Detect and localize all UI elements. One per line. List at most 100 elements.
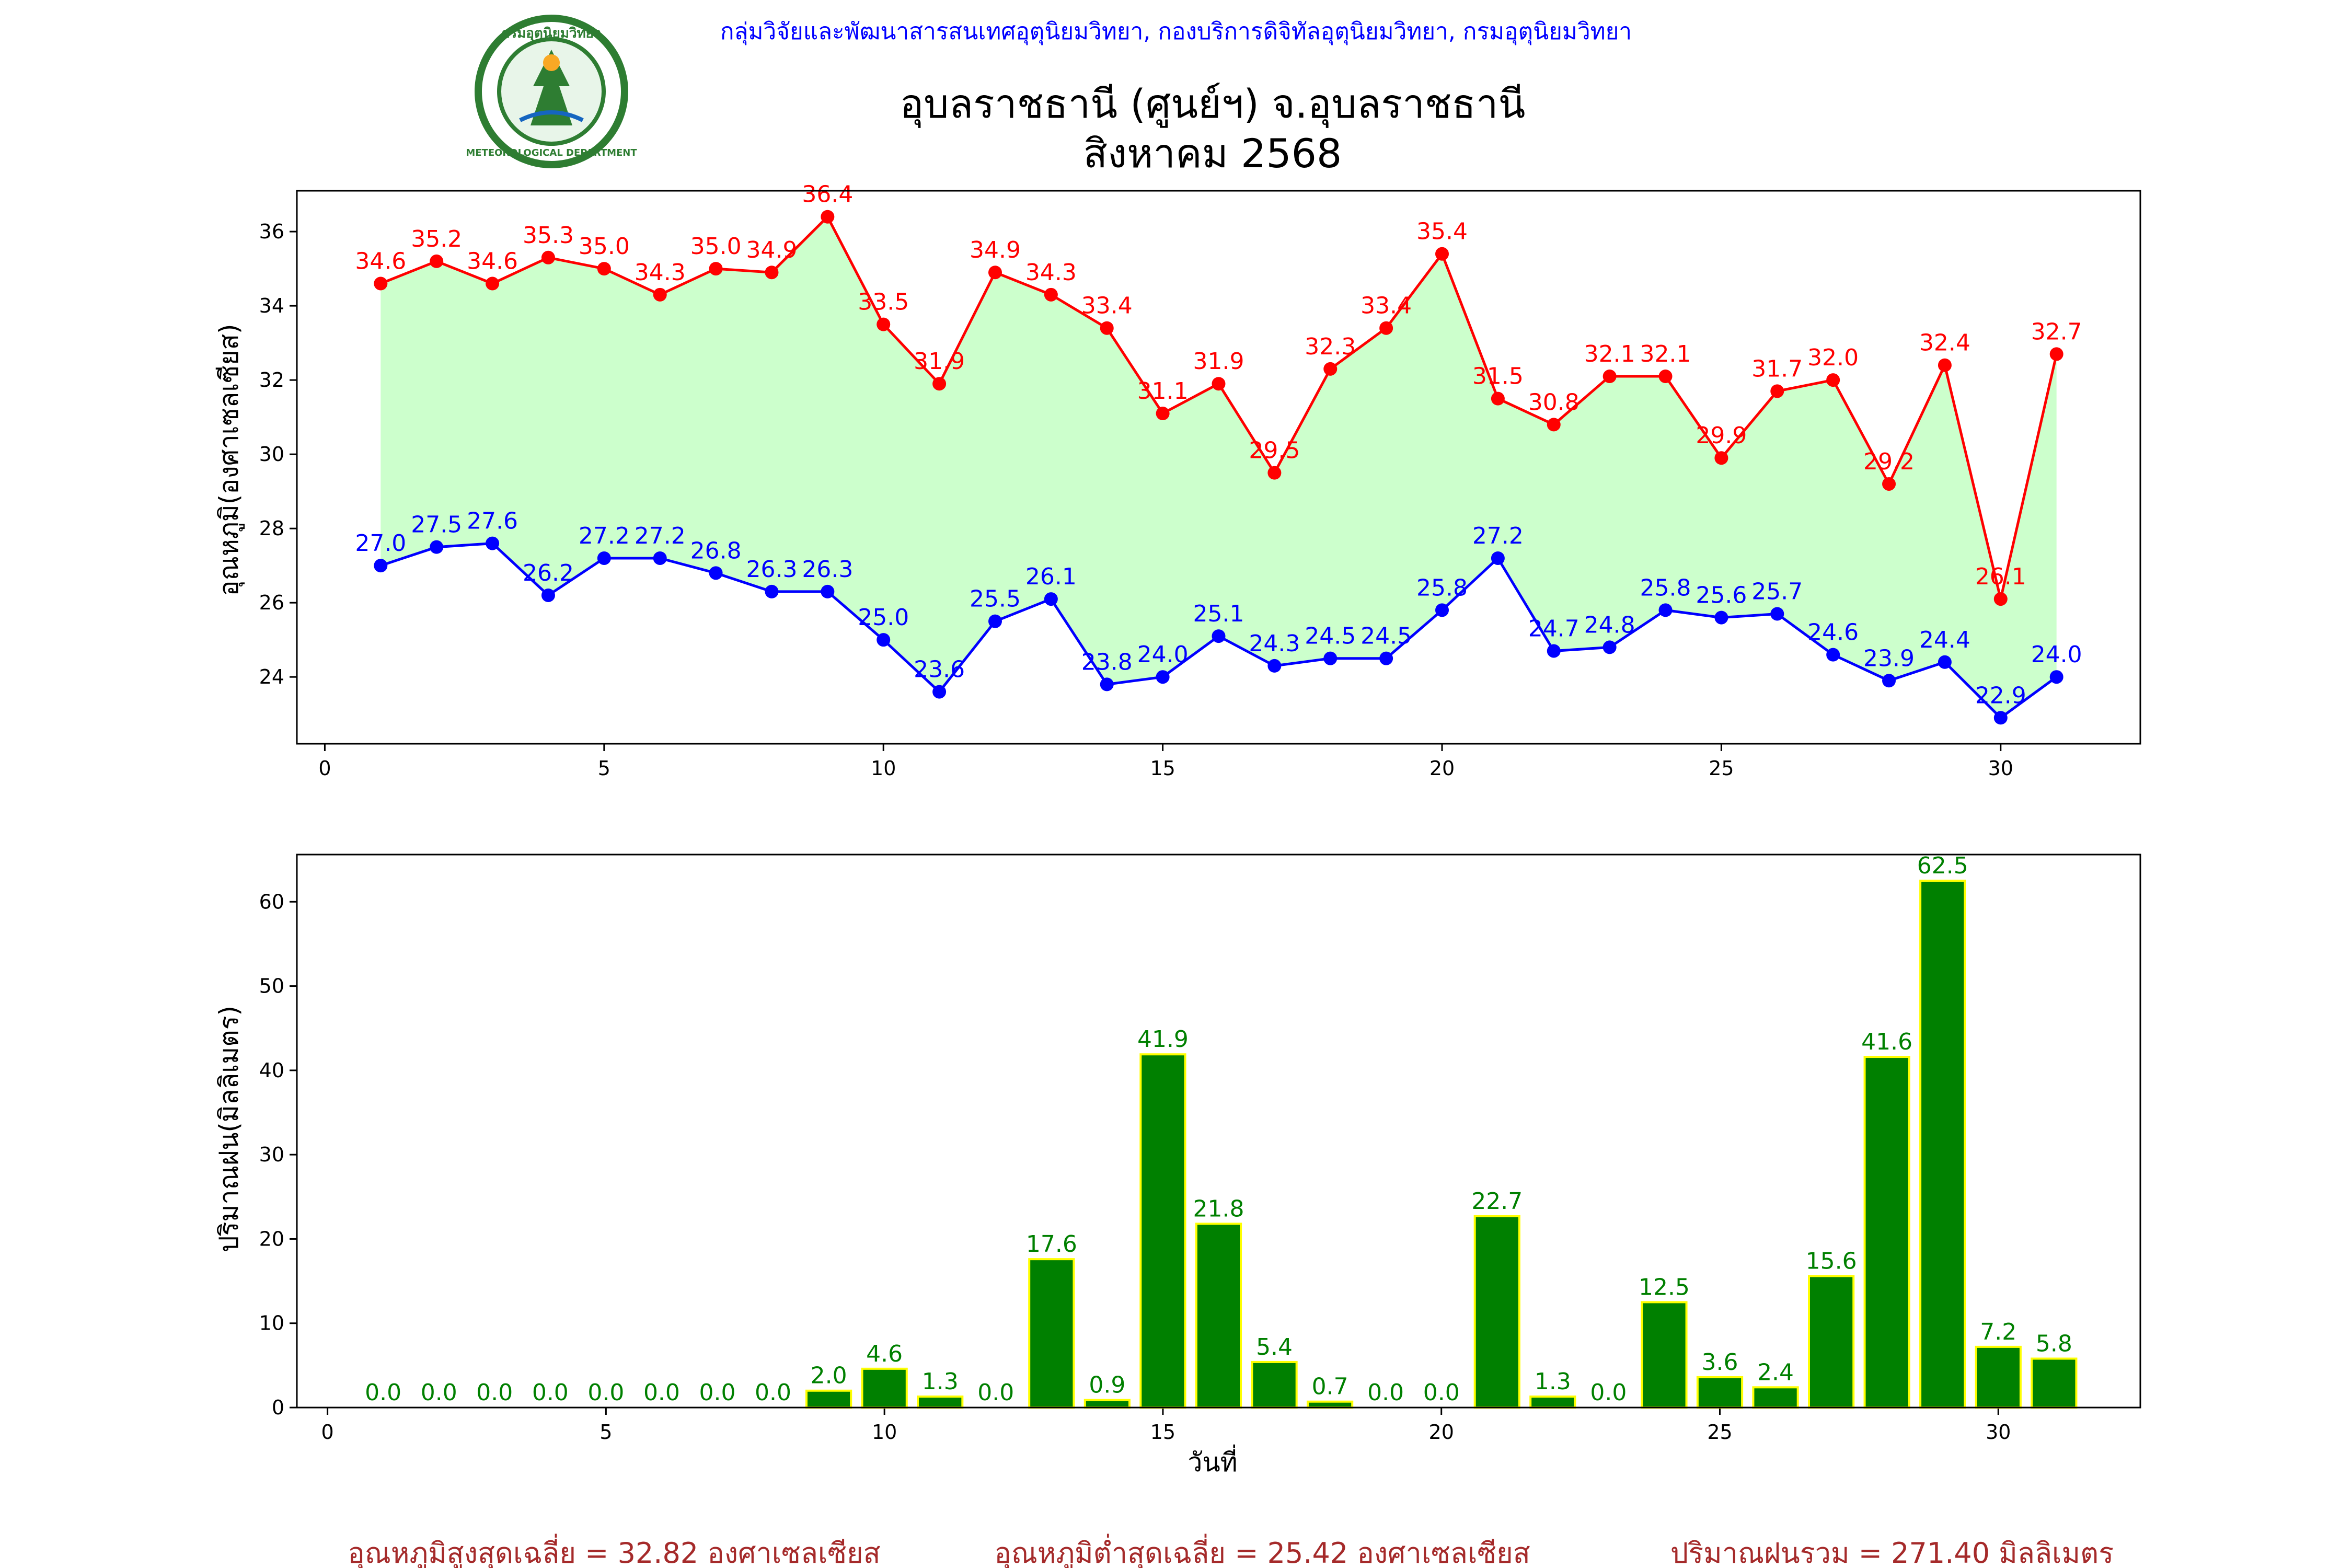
max-temperature-point [2049,347,2063,361]
min-temperature-data-label: 25.0 [858,604,909,631]
min-temperature-point [1491,551,1505,565]
rainfall-data-label: 41.6 [1861,1029,1912,1055]
min-temperature-point [1435,603,1449,617]
temperature-y-axis-label: อุณหภูมิ(องศาเซลเซียส) [214,324,245,596]
temperature-range-fill [381,216,2057,718]
min-temperature-point [1379,651,1393,665]
rainfall-data-label: 0.0 [643,1379,680,1406]
rainfall-data-label: 62.5 [1917,852,1968,879]
rainfall-bar [917,1396,964,1409]
rainfall-data-label: 17.6 [1026,1231,1077,1258]
max-temperature-data-label: 31.5 [1472,363,1524,390]
rain-x-tick-label: 15 [1150,1421,1175,1444]
temp-y-tick-label: 28 [259,517,284,540]
temp-x-tick-label: 5 [598,757,610,780]
min-temperature-data-label: 23.9 [1863,645,1915,672]
rainfall-x-axis-label: วันที่ [1187,1445,1237,1478]
min-temperature-point [486,536,500,550]
rain-x-tick-label: 20 [1429,1421,1454,1444]
rainfall-chart: 0 5 10 15 20 25 30 0 10 20 30 40 50 60 0.0 0.0 0.0 0.0 0.0… [259,852,2141,1444]
max-temperature-data-label: 34.6 [355,248,406,275]
rainfall-bar [1028,1258,1075,1409]
max-temperature-point [1882,477,1896,491]
min-temperature-data-label: 27.2 [579,523,630,549]
max-temperature-point [1435,247,1449,261]
rainfall-bar [1919,879,1966,1409]
min-temperature-data-label: 22.9 [1975,682,2026,709]
rainfall-y-axis-label: ปริมาณฝน(มิลลิเมตร) [214,1006,244,1252]
max-temperature-point [988,266,1002,280]
max-temperature-data-label: 33.4 [1361,293,1412,319]
temp-y-tick-label: 36 [259,220,284,243]
min-temperature-point [1267,659,1282,673]
max-temperature-data-label: 32.3 [1305,333,1356,360]
max-temperature-data-label: 36.4 [802,181,853,208]
max-temperature-point [1547,418,1561,432]
rainfall-data-label: 0.0 [587,1379,624,1406]
agency-header: กลุ่มวิจัยและพัฒนาสารสนเทศอุตุนิยมวิทยา,… [720,18,1632,45]
max-temperature-data-label: 35.0 [579,233,630,260]
rainfall-data-label: 0.0 [755,1379,791,1406]
rainfall-data-label: 3.6 [1702,1349,1738,1376]
avg-max-summary: อุณหภูมิสูงสุดเฉลี่ย = 32.82 องศาเซลเซีย… [348,1534,880,1568]
min-temperature-point [1658,603,1673,617]
temp-x-tick-label: 0 [318,757,331,780]
min-temperature-point [1993,711,2008,725]
max-temperature-point [1212,377,1226,391]
temperature-chart: 0 5 10 15 20 25 302426283032343634.635.234.635… [259,181,2141,780]
rainfall-plot-frame [296,854,2141,1409]
min-temperature-point [374,559,388,573]
max-temperature-data-label: 34.6 [467,248,518,275]
max-temperature-point [1714,451,1728,465]
temp-y-tick-label: 26 [259,591,284,614]
rainfall-data-label: 0.0 [1423,1379,1460,1406]
temperature-plot-frame [296,190,2141,745]
min-temperature-point [1770,607,1784,621]
rain-y-tick-label: 0 [272,1396,284,1419]
rainfall-bar [1863,1056,1910,1409]
max-temperature-data-label: 34.9 [746,237,797,263]
min-temperature-data-label: 24.0 [1137,641,1189,668]
min-temperature-point [877,633,891,647]
rainfall-data-label: 15.6 [1806,1248,1857,1274]
svg-text:กรมอุตุนิยมวิทยา: กรมอุตุนิยมวิทยา [501,26,601,42]
max-temperature-data-label: 31.9 [914,348,965,375]
max-temperature-data-label: 32.7 [2031,318,2082,345]
rainfall-data-label: 0.0 [532,1379,569,1406]
min-temperature-data-label: 27.2 [1472,523,1524,549]
total-rain-summary: ปริมาณฝนรวม = 271.40 มิลลิเมตร [1670,1537,2114,1568]
max-temperature-data-label: 33.4 [1081,293,1133,319]
rain-y-tick-label: 40 [259,1059,284,1082]
max-temperature-data-label: 31.1 [1137,378,1189,405]
max-temperature-point [374,276,388,291]
max-temperature-data-label: 35.3 [523,222,574,249]
max-temperature-data-label: 30.8 [1528,389,1579,416]
temp-y-tick-label: 24 [259,665,284,688]
min-temperature-data-label: 25.8 [1640,574,1691,601]
max-temperature-point [430,254,444,268]
max-temperature-data-label: 26.1 [1975,563,2026,590]
max-temperature-point [1770,384,1784,398]
rainfall-bar [1251,1361,1298,1409]
min-temperature-data-label: 27.0 [355,530,406,557]
min-temperature-point [821,584,835,598]
min-temperature-data-label: 23.6 [914,656,965,683]
rain-x-tick-label: 10 [872,1421,897,1444]
max-temperature-data-label: 32.0 [1807,344,1859,371]
min-temperature-point [1826,648,1840,662]
max-temperature-point [709,262,723,276]
max-temperature-point [1156,407,1170,421]
max-temperature-data-label: 32.1 [1584,341,1635,367]
min-temperature-data-label: 24.0 [2031,641,2082,668]
max-temperature-data-label: 32.1 [1640,341,1691,367]
max-temperature-data-label: 35.2 [411,226,462,252]
min-temperature-point [1212,629,1226,643]
min-temperature-point [709,566,723,580]
rainfall-bar [805,1389,852,1409]
min-temperature-data-label: 25.7 [1751,578,1803,605]
max-temperature-data-label: 29.2 [1863,448,1915,475]
max-temperature-point [821,210,835,224]
max-temperature-point [1044,287,1058,302]
min-temperature-data-label: 23.8 [1081,649,1133,675]
rainfall-bar [2031,1357,2078,1409]
